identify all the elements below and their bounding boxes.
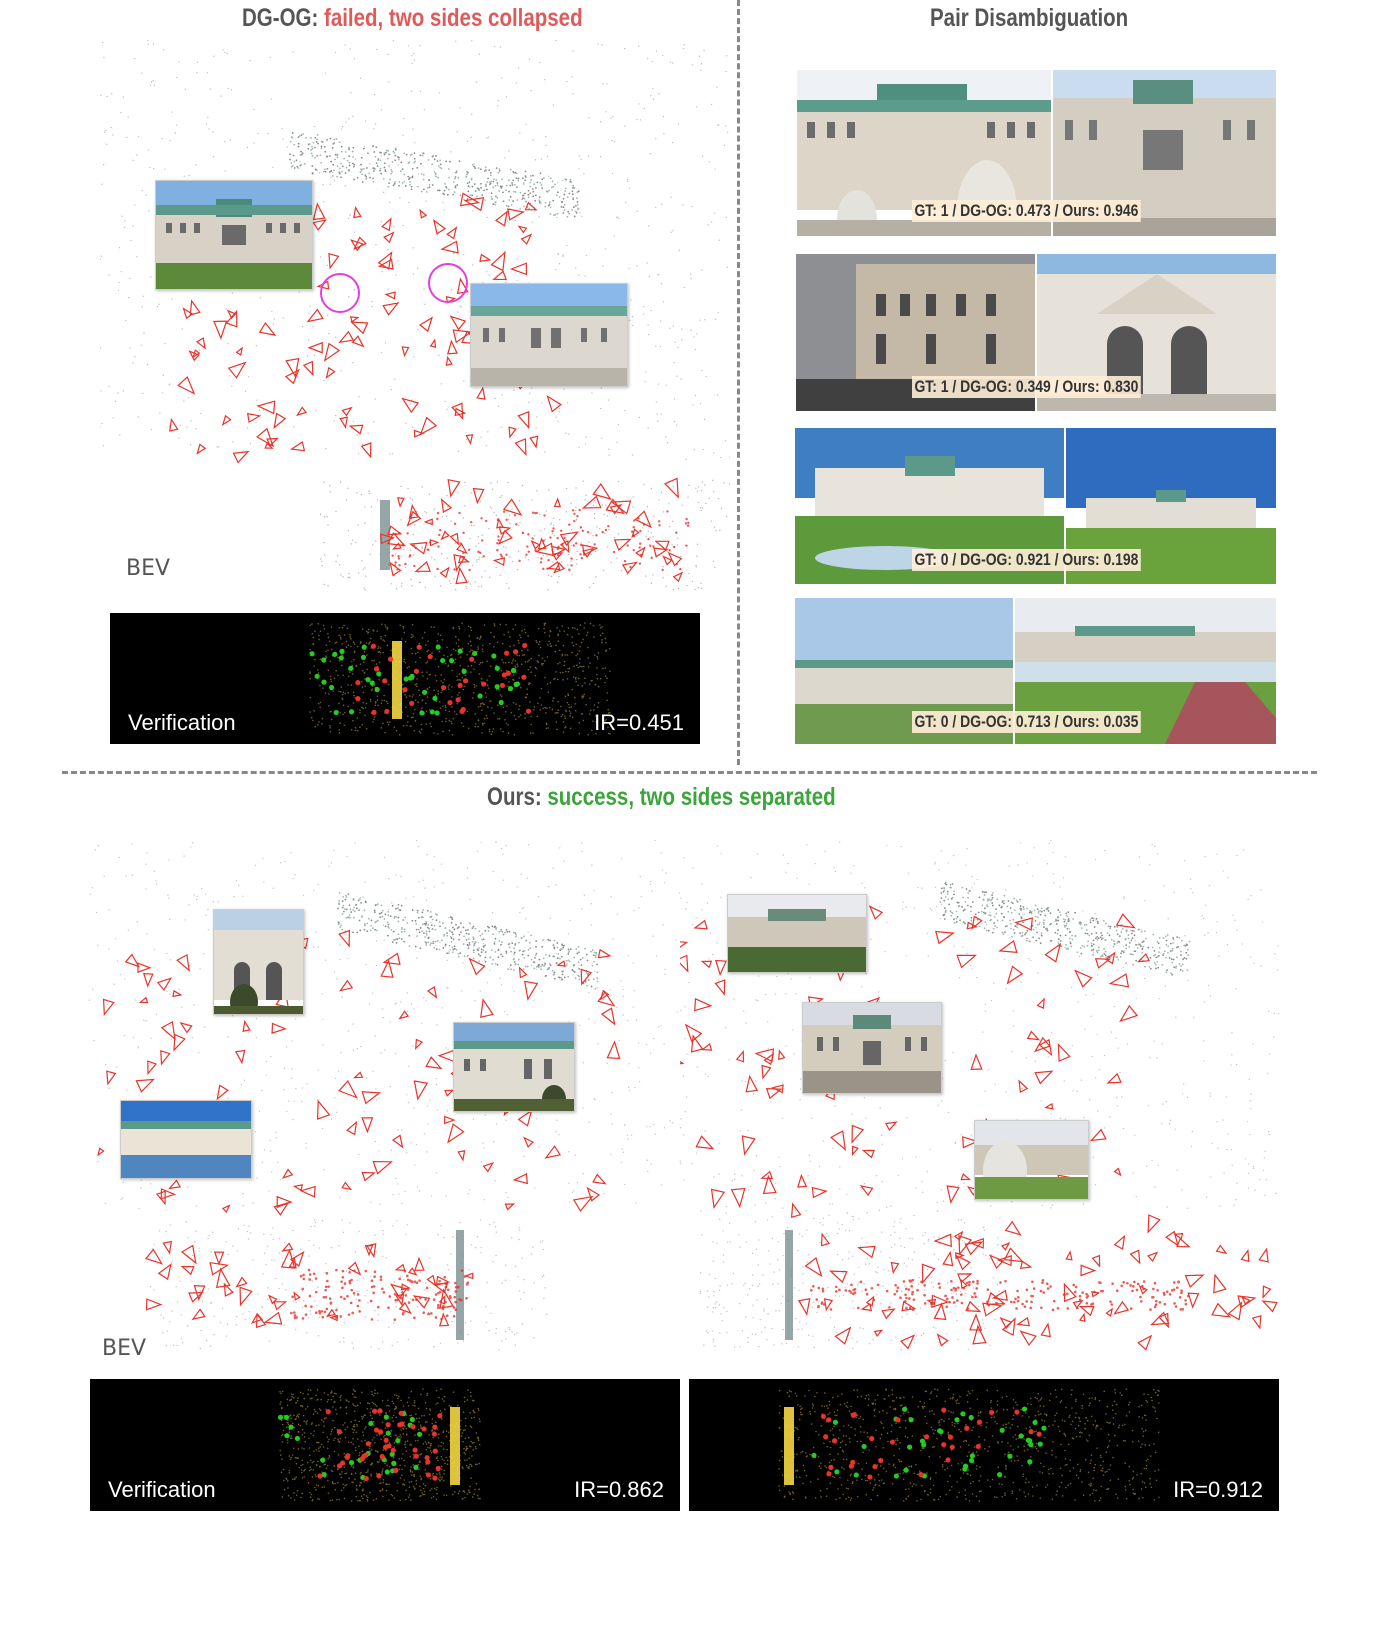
ours-title: Ours: success, two sides separated xyxy=(487,783,836,812)
ours-right-verification-plot xyxy=(778,1388,1160,1502)
ours-right-inlier-ratio: IR=0.912 xyxy=(1173,1477,1263,1502)
ours-title-prefix: Ours: xyxy=(487,783,542,811)
ours-right-verification-panel: IR=0.912 xyxy=(689,1379,1279,1511)
ours-right-photo-garden xyxy=(727,894,867,973)
dgog-inlier-ratio: IR=0.451 xyxy=(594,710,684,735)
pair-4-score: GT: 0 / DG-OG: 0.713 / Ours: 0.035 xyxy=(912,711,1141,733)
point-group xyxy=(309,644,521,716)
point-group xyxy=(810,1278,1190,1312)
pair-disambiguation-title: Pair Disambiguation xyxy=(930,4,1129,32)
dgog-title: DG-OG: failed, two sides collapsed xyxy=(242,4,583,33)
pair-1-image-a xyxy=(797,70,1051,236)
dgog-title-status: failed, two sides collapsed xyxy=(324,4,583,32)
point-group xyxy=(811,1406,1047,1479)
point-group xyxy=(309,622,611,736)
point-group xyxy=(290,1268,470,1321)
front-facade-photo xyxy=(155,180,313,290)
camera-group xyxy=(144,1240,474,1329)
dgog-title-prefix: DG-OG: xyxy=(242,4,319,32)
verification-wall xyxy=(784,1407,794,1485)
horizontal-divider xyxy=(62,771,1317,774)
ours-left-verification-plot xyxy=(277,1388,481,1502)
highlight-circle-left xyxy=(320,273,360,313)
point-group xyxy=(317,1408,443,1482)
point-group xyxy=(279,1388,481,1502)
verification-wall xyxy=(450,1407,460,1485)
pair-3-score: GT: 0 / DG-OG: 0.921 / Ours: 0.198 xyxy=(912,549,1141,571)
pair-2-image-b xyxy=(1037,254,1276,411)
point-group xyxy=(820,1407,1042,1480)
ours-right-photo-sphinx xyxy=(974,1120,1089,1200)
point-group xyxy=(391,508,690,572)
bev-wall xyxy=(785,1230,793,1340)
pair-1-score: GT: 1 / DG-OG: 0.473 / Ours: 0.946 xyxy=(912,200,1141,222)
dgog-reconstruction-scene xyxy=(100,40,730,600)
point-group xyxy=(100,40,730,460)
ours-left-point-cloud xyxy=(88,840,687,1351)
ours-verification-label: Verification xyxy=(108,1477,216,1502)
point-group xyxy=(699,1209,1001,1351)
point-group xyxy=(149,1219,548,1351)
point-group xyxy=(355,642,532,715)
dgog-bev-label: BEV xyxy=(126,556,171,581)
building-point-cloud xyxy=(337,892,599,990)
ours-title-status: success, two sides separated xyxy=(547,783,836,811)
dgog-verification-plot xyxy=(309,622,611,736)
dgog-point-cloud xyxy=(100,40,730,591)
ours-left-photo-wing xyxy=(453,1022,575,1112)
vertical-divider xyxy=(737,0,740,765)
ours-right-photo-front xyxy=(802,1002,942,1094)
ours-bev-label: BEV xyxy=(102,1336,147,1361)
ours-left-inlier-ratio: IR=0.862 xyxy=(574,1477,664,1502)
building-point-cloud xyxy=(289,132,580,218)
dgog-verification-label: Verification xyxy=(128,710,236,735)
ours-left-verification-panel: Verification IR=0.862 xyxy=(90,1379,680,1511)
dgog-verification-panel: Verification IR=0.451 xyxy=(110,613,700,744)
ours-left-photo-side-entrance xyxy=(213,909,304,1015)
ours-left-photo-lake xyxy=(120,1100,252,1179)
highlight-circle-right xyxy=(428,263,468,303)
camera-group xyxy=(169,192,562,464)
point-group xyxy=(680,840,1280,1209)
pair-2-score: GT: 1 / DG-OG: 0.349 / Ours: 0.830 xyxy=(912,376,1141,398)
building-point-cloud xyxy=(939,881,1191,976)
bev-wall xyxy=(456,1230,464,1340)
point-group xyxy=(778,1388,1160,1502)
side-facade-photo xyxy=(470,283,628,387)
camera-group xyxy=(797,1214,1278,1351)
point-group xyxy=(277,1411,423,1481)
ours-left-reconstruction-scene xyxy=(88,840,688,1370)
pair-4-image-b xyxy=(1015,598,1276,744)
pair-1-image-b xyxy=(1053,70,1276,236)
camera-group xyxy=(380,477,684,585)
verification-wall xyxy=(392,641,402,719)
